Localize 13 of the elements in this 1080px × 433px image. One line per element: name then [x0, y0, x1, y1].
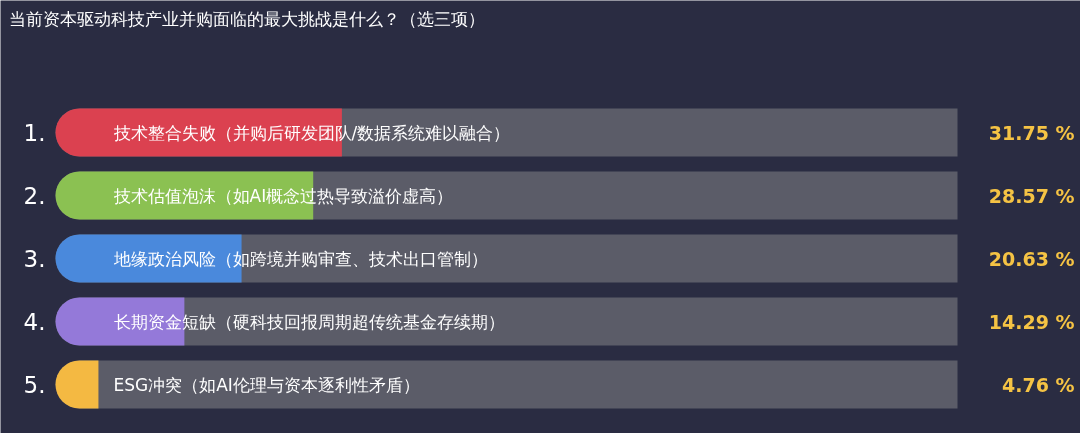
data-label: 31.75 % — [988, 121, 1075, 144]
data-label: 14.29 % — [988, 310, 1075, 333]
y-tick-label: ESG冲突（如AI伦理与资本逐利性矛盾） — [113, 374, 420, 395]
data-label: 28.57 % — [988, 184, 1075, 207]
text: 1. — [23, 120, 46, 146]
chart-title: 当前资本驱动科技产业并购面临的最大挑战是什么？（选三项） — [8, 8, 485, 29]
text: 5. — [23, 372, 46, 398]
text: 2. — [23, 183, 46, 209]
text: 3. — [23, 246, 46, 272]
y-tick-label: 地缘政治风险（如跨境并购审查、技术出口管制） — [112, 248, 488, 269]
data-label: 20.63 % — [988, 247, 1075, 270]
data-label: 4.76 % — [1001, 373, 1075, 396]
text: 4. — [23, 309, 46, 335]
